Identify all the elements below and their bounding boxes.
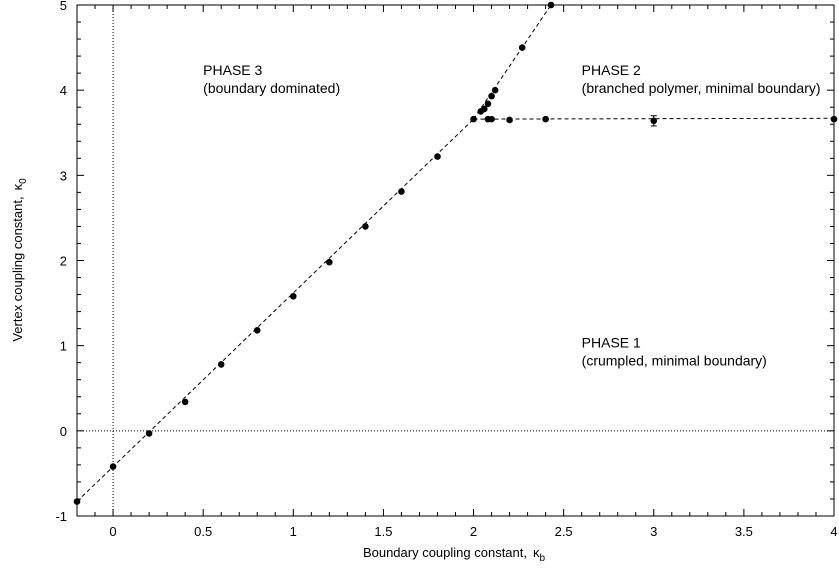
- phase-description: (boundary dominated): [203, 80, 340, 96]
- data-point: [217, 361, 225, 368]
- x-axis-symbol: κ: [533, 545, 540, 560]
- x-tick-label: 2: [470, 524, 477, 539]
- data-point: [181, 398, 189, 406]
- x-tick-label: 1: [290, 524, 297, 539]
- data-point: [488, 92, 495, 100]
- phase-annotations: PHASE 3 (boundary dominated) PHASE 2 (branc…: [203, 62, 820, 369]
- y-tick-label: 1: [60, 339, 67, 354]
- data-point: [481, 105, 488, 113]
- data-point: [488, 115, 495, 123]
- x-tick-label: 2.5: [555, 524, 573, 539]
- y-axis-title-text: Vertex coupling constant,: [10, 196, 25, 341]
- y-tick-label: 0: [60, 424, 67, 439]
- data-point: [434, 153, 441, 160]
- x-axis-title: Boundary coupling constant, κb: [363, 545, 546, 564]
- phase-label: PHASE 3 (boundary dominated): [203, 62, 340, 96]
- y-axis-symbol: κ: [10, 183, 25, 190]
- data-point: [491, 86, 499, 94]
- x-tick-label: 0.5: [194, 524, 212, 539]
- x-axis-title-text: Boundary coupling constant,: [363, 545, 527, 560]
- data-point: [506, 116, 513, 124]
- x-tick-label: 0: [109, 524, 116, 539]
- data-point: [109, 463, 117, 470]
- y-tick-label: 4: [60, 83, 67, 98]
- fit-lines: [76, 4, 835, 502]
- y-tick-label: 3: [60, 168, 67, 183]
- data-point: [398, 188, 405, 195]
- x-tick-label: 3: [650, 524, 657, 539]
- phase-name: PHASE 3: [203, 62, 262, 78]
- data-point: [253, 327, 261, 334]
- x-tick-label: 1.5: [374, 524, 392, 539]
- data-point: [362, 223, 369, 230]
- data-point: [484, 100, 492, 108]
- data-point: [650, 117, 658, 125]
- data-point: [145, 430, 153, 437]
- y-tick-label: 5: [60, 0, 67, 13]
- x-tick-label: 4: [830, 524, 837, 539]
- data-point: [289, 292, 297, 300]
- y-tick-label: -1: [55, 509, 67, 524]
- series-line: [473, 4, 552, 120]
- data-point: [518, 44, 526, 51]
- y-axis-title: Vertex coupling constant, κ0: [10, 178, 29, 342]
- phase-label: PHASE 2 (branched polymer, minimal bounda…: [582, 62, 821, 96]
- phase-description: (crumpled, minimal boundary): [582, 352, 767, 368]
- data-point: [470, 115, 477, 123]
- axis-ticks: [76, 4, 835, 517]
- phase-label: PHASE 1 (crumpled, minimal boundary): [582, 334, 767, 368]
- y-tick-labels: -1 0 1 2 3 4 5: [55, 0, 67, 524]
- series-line: [76, 118, 474, 502]
- x-axis-subscript: b: [540, 553, 546, 564]
- reference-lines: [77, 5, 834, 516]
- y-tick-label: 2: [60, 254, 67, 269]
- data-point: [326, 258, 333, 266]
- x-tick-labels: 0 0.5 1 1.5 2 2.5 3 3.5 4: [109, 524, 837, 539]
- y-axis-subscript: 0: [18, 178, 29, 184]
- phase-description: (branched polymer, minimal boundary): [582, 80, 821, 96]
- phase-name: PHASE 2: [582, 62, 641, 78]
- phase-name: PHASE 1: [582, 334, 641, 350]
- x-tick-label: 3.5: [735, 524, 753, 539]
- data-point: [542, 115, 549, 123]
- data-points: [73, 1, 838, 505]
